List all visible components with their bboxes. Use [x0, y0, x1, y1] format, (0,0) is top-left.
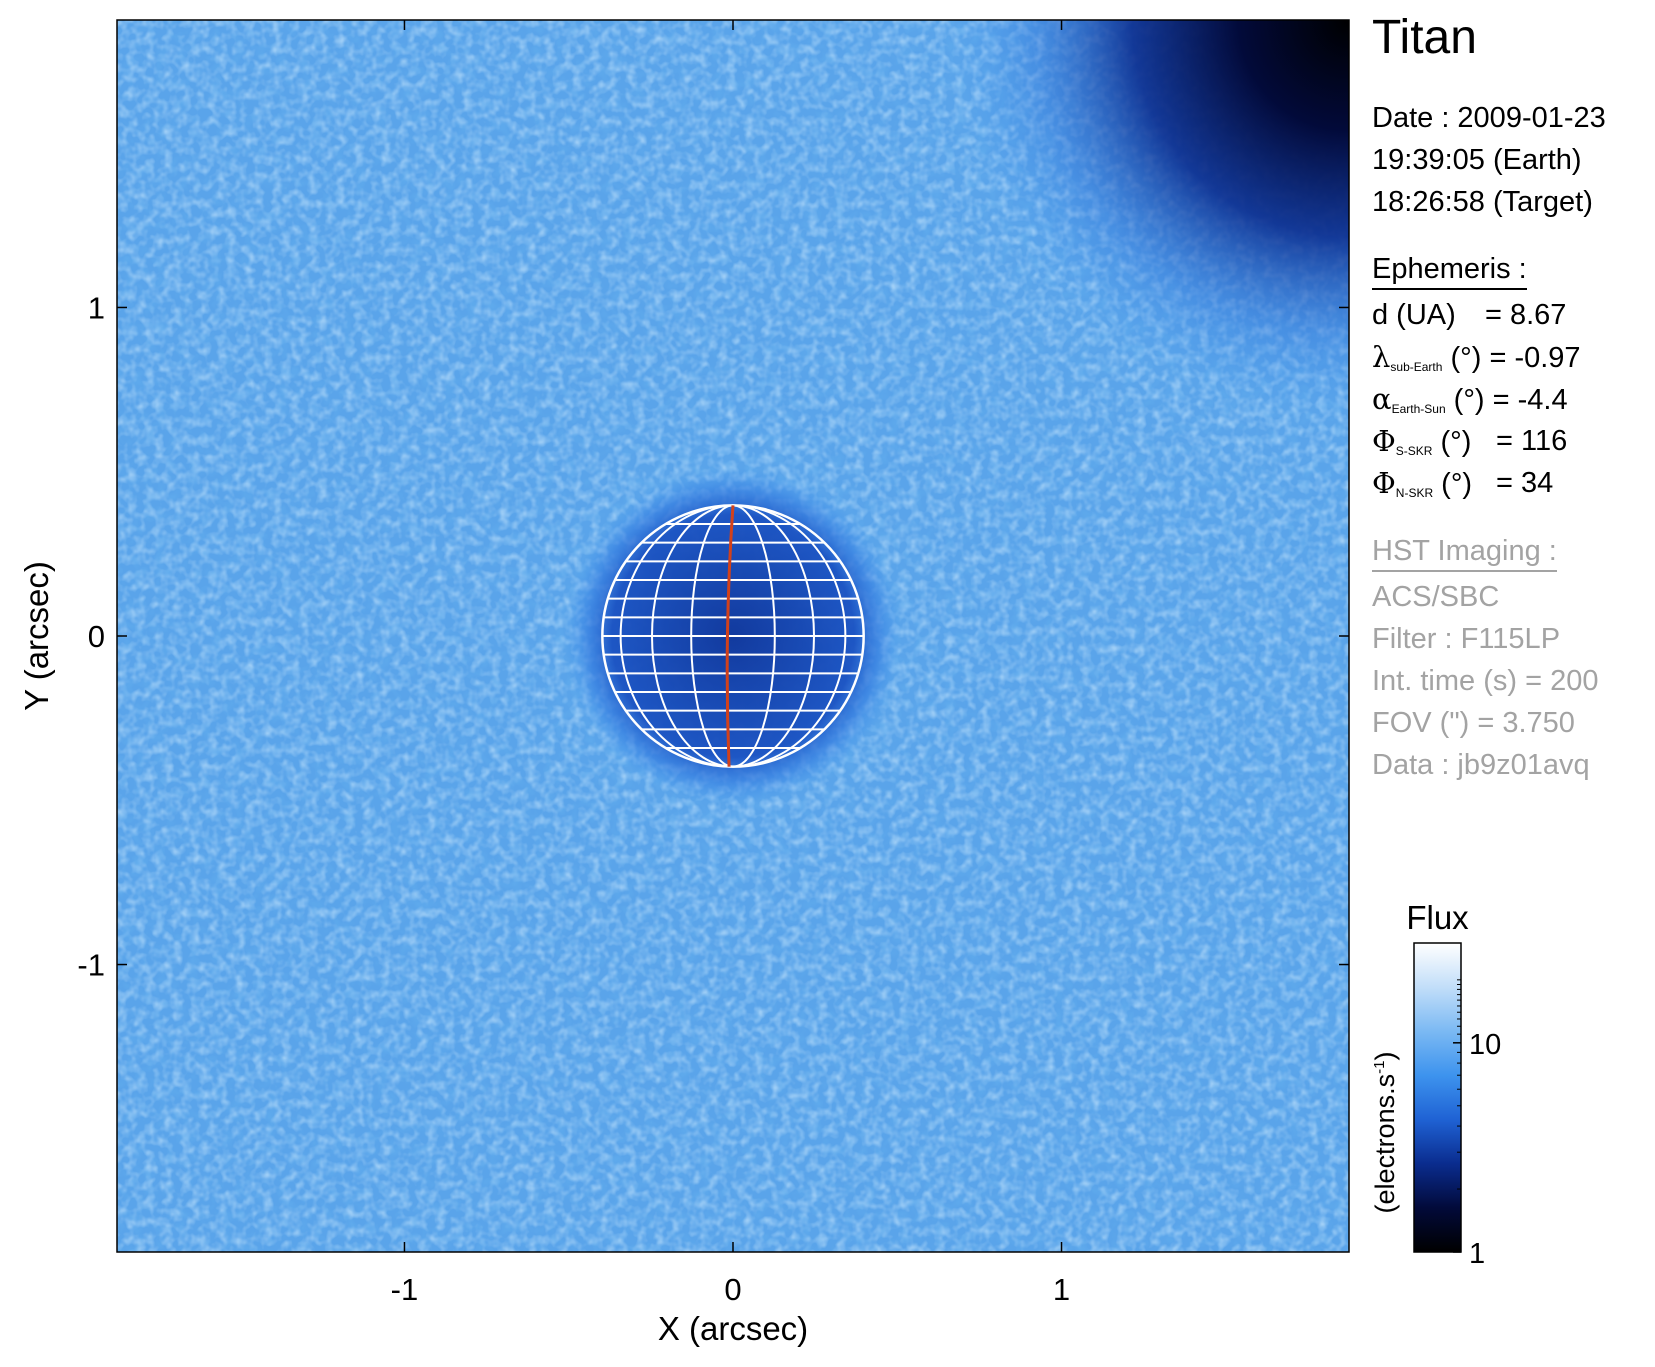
- data-id: Data : jb9z01avq: [1372, 749, 1590, 781]
- x-tick-label: 0: [724, 1272, 741, 1307]
- earth-time: 19:39:05 (Earth): [1372, 144, 1582, 176]
- x-axis: -1 0 1: [391, 20, 1070, 1307]
- colorbar-tick-label: 10: [1469, 1029, 1501, 1061]
- colorbar-title: Flux: [1406, 899, 1469, 936]
- flux-image: [117, 20, 1349, 1252]
- ephemeris-header: Ephemeris :: [1372, 253, 1527, 290]
- alpha-row: αEarth-Sun (°) = -4.4: [1372, 382, 1568, 416]
- integration-time: Int. time (s) = 200: [1372, 665, 1599, 697]
- colorbar: Flux (electrons.s-1) 10 1: [1370, 899, 1501, 1270]
- filter: Filter : F115LP: [1372, 623, 1561, 655]
- central-meridian: [725, 505, 735, 767]
- colorbar-tick-label: 1: [1469, 1238, 1485, 1270]
- planet-lat-lon-grid: [601, 504, 865, 768]
- field-of-view: FOV (") = 3.750: [1372, 707, 1575, 739]
- obs-date: Date : 2009-01-23: [1372, 102, 1606, 134]
- distance-value: = 8.67: [1485, 299, 1567, 331]
- target-time: 18:26:58 (Target): [1372, 186, 1593, 218]
- colorbar-gradient: [1414, 943, 1461, 1252]
- x-tick-label: -1: [391, 1272, 419, 1307]
- y-tick-label: -1: [77, 948, 105, 983]
- y-axis: 1 0 -1: [77, 290, 1349, 983]
- x-tick-label: 1: [1053, 1272, 1070, 1307]
- colorbar-label: (electrons.s-1): [1370, 1052, 1400, 1214]
- lambda-row: λsub-Earth (°) = -0.97: [1372, 340, 1581, 374]
- distance-label: d (UA): [1372, 299, 1456, 331]
- instrument: ACS/SBC: [1372, 581, 1500, 613]
- y-axis-label: Y (arcsec): [18, 561, 55, 711]
- distance-row: d (UA) = 8.67: [1372, 299, 1566, 331]
- colorbar-frame: [1413, 942, 1462, 1253]
- y-tick-label: 0: [88, 619, 105, 654]
- phi-n-row: ΦN-SKR (°) = 34: [1372, 466, 1554, 500]
- target-name: Titan: [1372, 11, 1477, 64]
- x-axis-label: X (arcsec): [658, 1310, 808, 1347]
- y-tick-label: 1: [88, 290, 105, 325]
- phi-s-row: ΦS-SKR (°) = 116: [1372, 424, 1568, 458]
- hst-header: HST Imaging :: [1372, 535, 1557, 572]
